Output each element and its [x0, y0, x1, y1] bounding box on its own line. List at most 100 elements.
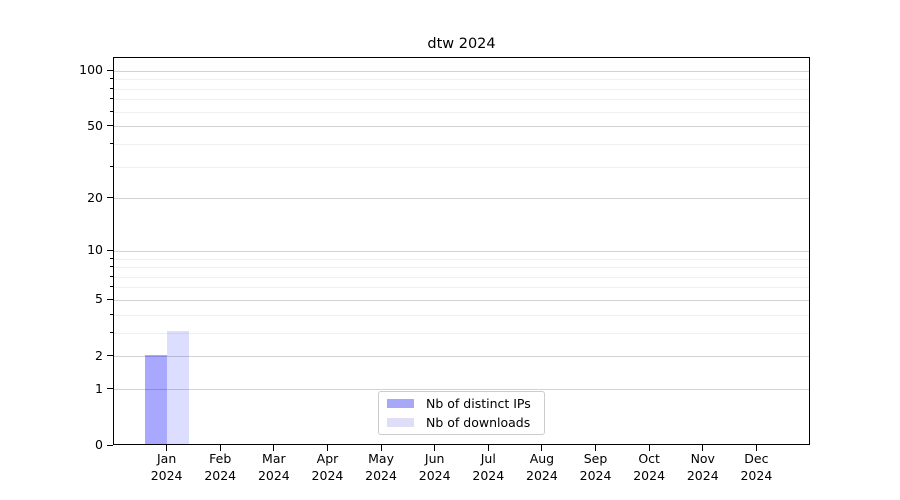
- x-axis-tick: [326, 445, 328, 451]
- gridline-major: [114, 70, 809, 72]
- gridline-minor: [114, 276, 809, 278]
- gridline-minor: [114, 314, 809, 316]
- x-axis-tick: [648, 445, 650, 451]
- y-axis-tick-label: 0: [95, 437, 103, 452]
- x-tick-month: Oct: [638, 451, 660, 466]
- y-axis-tick: [110, 87, 113, 89]
- gridline-minor: [114, 267, 809, 269]
- x-tick-month: Mar: [262, 451, 286, 466]
- y-axis-tick: [110, 257, 113, 259]
- x-tick-year: 2024: [418, 468, 451, 483]
- y-axis-tick-label: 2: [95, 347, 103, 363]
- x-tick-year: 2024: [686, 468, 719, 483]
- y-axis-tick: [110, 110, 113, 112]
- x-tick-year: 2024: [204, 468, 237, 483]
- x-axis-tick: [380, 445, 382, 451]
- gridline-minor: [114, 143, 809, 145]
- gridline-major: [114, 299, 809, 301]
- x-tick-year: 2024: [311, 468, 344, 483]
- gridline-minor: [114, 79, 809, 81]
- x-tick-month: Sep: [583, 451, 608, 466]
- y-axis-tick-label: 20: [87, 189, 103, 205]
- gridline-minor: [114, 111, 809, 113]
- x-tick-year: 2024: [472, 468, 505, 483]
- x-axis-tick-label: Oct 2024: [619, 450, 679, 484]
- legend-swatch: [387, 418, 414, 427]
- x-axis-tick-label: Feb 2024: [190, 450, 250, 484]
- legend-item: Nb of distinct IPs: [387, 396, 536, 412]
- x-axis-tick-label: May 2024: [351, 450, 411, 484]
- gridline-major: [114, 126, 809, 128]
- x-axis-tick-label: Nov 2024: [673, 450, 733, 484]
- gridline-major: [114, 356, 809, 358]
- gridline-minor: [114, 166, 809, 168]
- x-tick-month: May: [368, 451, 394, 466]
- y-axis-tick-label: 100: [79, 62, 103, 78]
- y-axis-tick: [110, 142, 113, 144]
- x-axis-tick: [487, 445, 489, 451]
- y-axis-tick: [110, 331, 113, 333]
- y-axis-tick: [107, 388, 113, 390]
- x-axis-tick: [434, 445, 436, 451]
- y-axis-tick: [107, 249, 113, 251]
- x-axis-tick: [541, 445, 543, 451]
- x-axis-tick: [219, 445, 221, 451]
- x-tick-month: Dec: [744, 451, 769, 466]
- y-axis-tick: [107, 197, 113, 199]
- x-tick-year: 2024: [526, 468, 558, 483]
- y-axis-tick: [110, 266, 113, 268]
- x-tick-year: 2024: [579, 468, 612, 483]
- gridline-major: [114, 389, 809, 391]
- y-axis-tick: [107, 125, 113, 127]
- x-tick-year: 2024: [633, 468, 666, 483]
- x-axis-tick: [595, 445, 597, 451]
- legend-label: Nb of downloads: [426, 415, 531, 430]
- y-axis-tick: [110, 313, 113, 315]
- y-axis-tick-label: 10: [87, 242, 103, 258]
- x-axis-tick-label: Sep 2024: [566, 450, 626, 484]
- y-axis-tick-label: 5: [95, 291, 103, 307]
- chart-title: dtw 2024: [427, 36, 496, 52]
- x-tick-month: Aug: [529, 451, 555, 466]
- gridline-minor: [114, 258, 809, 260]
- x-axis-tick: [755, 445, 757, 451]
- x-tick-month: Nov: [690, 451, 715, 466]
- x-axis-tick-label: Jul 2024: [458, 450, 518, 484]
- legend-item: Nb of downloads: [387, 415, 536, 431]
- x-axis-tick-label: Jan 2024: [137, 450, 197, 484]
- plot-area: [113, 57, 810, 445]
- gridline-major: [114, 198, 809, 200]
- x-tick-month: Jun: [424, 451, 445, 466]
- x-axis-tick-label: Mar 2024: [244, 450, 304, 484]
- x-tick-year: 2024: [150, 468, 183, 483]
- gridline-major: [114, 250, 809, 252]
- bar-downloads: [166, 331, 189, 444]
- gridline-minor: [114, 99, 809, 101]
- x-tick-year: 2024: [365, 468, 397, 483]
- y-axis-tick-label: 1: [95, 380, 103, 396]
- x-tick-month: Jul: [480, 451, 496, 466]
- x-tick-year: 2024: [257, 468, 290, 483]
- x-axis-tick-label: Aug 2024: [512, 450, 572, 484]
- y-axis-tick: [107, 69, 113, 71]
- legend-swatch: [387, 399, 414, 408]
- y-axis-tick: [110, 275, 113, 277]
- y-axis-tick: [107, 355, 113, 357]
- x-tick-month: Jan: [156, 451, 177, 466]
- y-axis-tick-label: 50: [87, 117, 103, 133]
- x-axis-tick: [702, 445, 704, 451]
- bar-distinct-ips: [144, 354, 167, 444]
- y-axis-tick: [110, 165, 113, 167]
- x-axis-tick: [273, 445, 275, 451]
- x-tick-month: Feb: [209, 451, 232, 466]
- gridline-minor: [114, 332, 809, 334]
- gridline-minor: [114, 287, 809, 289]
- x-axis-tick-label: Apr 2024: [297, 450, 357, 484]
- y-axis-tick: [107, 298, 113, 300]
- x-axis-tick-label: Dec 2024: [726, 450, 786, 484]
- y-axis-tick: [107, 444, 113, 446]
- x-tick-year: 2024: [740, 468, 773, 483]
- y-axis-tick: [110, 98, 113, 100]
- legend: Nb of distinct IPs Nb of downloads: [378, 391, 545, 435]
